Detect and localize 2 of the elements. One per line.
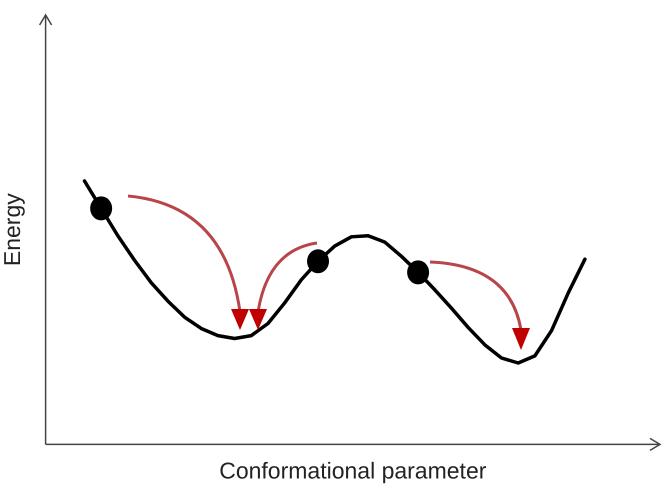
y-axis-title: Energy [0,192,26,266]
x-axis-title: Conformational parameter [219,458,487,484]
